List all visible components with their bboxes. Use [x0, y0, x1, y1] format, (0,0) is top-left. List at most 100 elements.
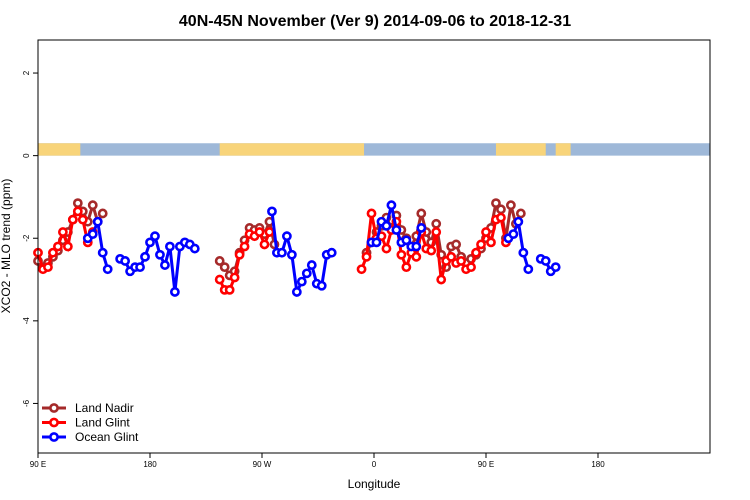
- data-point-ocean-glint: [140, 251, 150, 262]
- data-point-ocean-glint: [508, 229, 519, 240]
- data-point-land-nadir: [214, 256, 225, 266]
- y-tick-label: -6: [22, 399, 31, 407]
- data-point-ocean-glint: [416, 223, 427, 233]
- data-point-land-glint: [57, 227, 68, 237]
- data-point-land-glint: [239, 241, 250, 252]
- data-point-land-nadir: [491, 198, 501, 209]
- data-point-ocean-glint: [165, 241, 175, 252]
- x-tick-label: 180: [143, 460, 157, 469]
- data-point-ocean-glint: [381, 220, 392, 231]
- data-point-ocean-glint: [286, 249, 297, 260]
- data-point-land-glint: [486, 237, 496, 248]
- data-point-land-glint: [43, 262, 53, 273]
- legend-swatch-marker: [49, 403, 59, 413]
- data-point-ocean-glint: [386, 200, 397, 211]
- data-point-land-glint: [476, 239, 486, 250]
- data-point-land-glint: [456, 256, 467, 266]
- legend-item-land-glint: Land Glint: [42, 416, 130, 430]
- data-point-land-glint: [446, 251, 457, 262]
- ocean-band: [38, 143, 710, 156]
- data-point-land-nadir: [431, 218, 442, 229]
- land-band: [219, 143, 365, 156]
- data-point-ocean-glint: [92, 216, 103, 227]
- data-point-ocean-glint: [371, 237, 382, 248]
- data-point-land-glint: [259, 239, 270, 250]
- data-point-ocean-glint: [87, 229, 98, 240]
- legend-swatch-marker: [49, 432, 59, 442]
- data-point-ocean-glint: [135, 262, 145, 273]
- data-point-ocean-glint: [189, 243, 200, 254]
- data-point-land-glint: [431, 227, 442, 237]
- data-point-ocean-glint: [316, 280, 327, 291]
- data-point-land-glint: [264, 227, 275, 237]
- data-point-ocean-glint: [169, 287, 180, 297]
- data-point-land-glint: [48, 247, 58, 258]
- data-point-ocean-glint: [401, 235, 412, 246]
- data-point-land-glint: [77, 214, 88, 225]
- data-point-land-glint: [471, 247, 481, 258]
- data-point-ocean-glint: [550, 262, 561, 273]
- legend-swatch-marker: [49, 417, 59, 428]
- data-point-land-glint: [426, 245, 437, 256]
- data-point-land-nadir: [496, 204, 506, 215]
- data-point-land-glint: [62, 241, 73, 252]
- data-point-ocean-glint: [150, 231, 160, 242]
- series-line-ocean-glint: [507, 216, 530, 270]
- data-point-ocean-glint: [523, 264, 534, 275]
- data-point-ocean-glint: [267, 206, 277, 217]
- data-point-land-glint: [72, 206, 83, 217]
- x-tick-label: 90 W: [253, 460, 272, 469]
- data-point-land-glint: [436, 274, 447, 285]
- legend-label: Land Nadir: [75, 401, 134, 415]
- data-point-ocean-glint: [145, 237, 155, 248]
- data-point-ocean-glint: [513, 216, 524, 227]
- data-point-ocean-glint: [296, 276, 307, 287]
- data-point-ocean-glint: [306, 260, 317, 270]
- land-band: [555, 143, 571, 156]
- data-point-land-nadir: [515, 208, 526, 219]
- data-point-land-glint: [67, 214, 78, 225]
- x-axis-label: Longitude: [348, 477, 401, 491]
- x-tick-label: 90 E: [30, 460, 46, 469]
- data-point-ocean-glint: [120, 256, 131, 266]
- data-point-ocean-glint: [160, 260, 170, 270]
- data-point-land-nadir: [219, 262, 230, 273]
- series-layer: [33, 198, 561, 298]
- data-point-land-glint: [254, 227, 265, 237]
- data-point-land-glint: [401, 262, 412, 273]
- data-point-land-glint: [234, 249, 245, 260]
- data-point-ocean-glint: [277, 247, 287, 258]
- x-tick-label: 180: [591, 460, 605, 469]
- legend-label: Land Glint: [75, 416, 130, 430]
- x-axis: 90 E 180 90 W 0 90 E 180: [30, 453, 605, 469]
- data-point-land-glint: [224, 284, 235, 295]
- y-tick-label: -2: [22, 234, 31, 242]
- data-point-land-glint: [53, 241, 63, 252]
- chart-title: 40N-45N November (Ver 9) 2014-09-06 to 2…: [179, 13, 571, 30]
- data-point-land-glint: [214, 274, 225, 285]
- data-point-ocean-glint: [518, 247, 529, 258]
- data-point-land-glint: [229, 272, 240, 283]
- y-axis-label: XCO2 - MLO trend (ppm): [0, 179, 13, 314]
- data-point-land-glint: [356, 264, 367, 275]
- data-point-ocean-glint: [155, 249, 165, 260]
- land-band: [38, 143, 81, 156]
- land-ocean-strip: [38, 143, 710, 156]
- legend-label: Ocean Glint: [75, 430, 139, 444]
- data-point-land-glint: [366, 208, 377, 219]
- y-tick-label: 0: [22, 153, 31, 158]
- data-point-land-nadir: [416, 208, 427, 219]
- data-point-land-glint: [466, 262, 476, 273]
- data-point-ocean-glint: [540, 256, 551, 266]
- data-point-ocean-glint: [326, 247, 337, 258]
- series-ocean-glint: [82, 200, 561, 298]
- data-point-ocean-glint: [102, 264, 113, 275]
- data-point-land-nadir: [97, 208, 108, 219]
- legend-item-ocean-glint: Ocean Glint: [42, 430, 139, 444]
- legend-item-land-nadir: Land Nadir: [42, 401, 134, 415]
- x-tick-label: 90 E: [478, 460, 494, 469]
- data-point-land-nadir: [87, 200, 98, 211]
- data-point-land-glint: [361, 251, 372, 262]
